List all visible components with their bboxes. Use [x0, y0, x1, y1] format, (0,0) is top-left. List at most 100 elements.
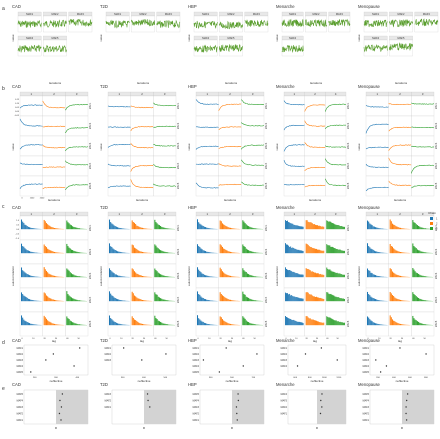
chain-line — [195, 126, 219, 128]
acf-bar — [302, 274, 304, 278]
ytick-b: 0.00 — [15, 111, 20, 113]
acf-bar — [380, 324, 382, 326]
acf-bar — [145, 276, 147, 278]
acf-bar — [74, 299, 76, 302]
xtick-c: 20 — [132, 338, 135, 340]
acf-bar — [33, 276, 35, 278]
acf-bar — [244, 246, 246, 254]
acf-bar — [251, 227, 253, 230]
acf-bar — [245, 320, 247, 326]
acf-bar — [380, 276, 382, 278]
acf-bar — [294, 320, 296, 326]
strip-label-maf: MAF5 — [228, 36, 235, 40]
acf-bar — [27, 250, 29, 254]
acf-bar — [245, 296, 247, 302]
acf-bar — [200, 248, 202, 254]
acf-bar — [112, 296, 114, 302]
acf-bar — [322, 250, 324, 254]
chain-line — [365, 123, 389, 134]
acf-bar — [424, 228, 426, 230]
acf-bar — [233, 252, 235, 254]
chain-line — [411, 145, 435, 148]
chain-panel — [388, 135, 412, 157]
ytick-maf: MAF2 — [105, 353, 112, 356]
acf-bar — [332, 247, 334, 254]
acf-bar — [67, 246, 69, 254]
acf-bar — [78, 324, 80, 326]
acf-bar — [396, 250, 398, 254]
acf-bar — [33, 300, 35, 302]
acf-bar — [285, 267, 286, 278]
trace-line — [219, 44, 243, 53]
acf-bar — [315, 296, 316, 302]
acf-bar — [336, 321, 338, 326]
acf-bar — [139, 251, 141, 254]
group-title-menarche-row3: Menarche — [276, 338, 295, 343]
chain-line — [283, 184, 305, 186]
acf-bar — [403, 252, 405, 254]
acf-bar — [24, 224, 26, 230]
acf-bar — [369, 295, 371, 302]
acf-bar — [233, 228, 235, 230]
acf-bar — [291, 319, 293, 326]
acf-bar — [246, 273, 248, 278]
strip-label-maf: MAF5 — [398, 36, 405, 40]
acf-bar — [295, 273, 297, 278]
acf-bar — [342, 226, 344, 230]
chain-line — [65, 184, 89, 190]
acf-bar — [112, 224, 114, 230]
acf-bar — [295, 297, 297, 302]
acf-bar — [300, 298, 302, 302]
acf-bar — [66, 220, 68, 230]
acf-bar — [68, 319, 70, 326]
acf-bar — [55, 228, 57, 230]
acf-bar — [315, 320, 316, 326]
acf-bar — [253, 252, 255, 254]
acf-bar — [287, 269, 288, 278]
xlabel-r: R — [316, 426, 319, 430]
acf-bar — [210, 324, 212, 326]
acf-bar — [73, 298, 75, 302]
ytick-maf: MAF4 — [17, 365, 24, 368]
acf-bar — [427, 324, 429, 326]
xlabel-r: R — [143, 426, 146, 430]
acf-bar — [334, 320, 336, 326]
chain-panel — [65, 175, 89, 197]
acf-bar — [242, 220, 244, 230]
acf-bar — [312, 296, 314, 302]
acf-bar — [231, 252, 233, 254]
acf-bar — [73, 322, 75, 326]
acf-bar — [112, 320, 114, 326]
ytick-maf: MAF4 — [17, 400, 24, 403]
chain-panel — [411, 135, 435, 157]
acf-bar — [329, 317, 331, 326]
acf-bar — [311, 319, 313, 326]
chain-panel — [411, 95, 435, 117]
acf-bar — [234, 300, 236, 302]
acf-bar — [227, 275, 229, 278]
acf-bar — [166, 324, 168, 326]
strip-label-maf: MAF2 — [228, 12, 235, 16]
acf-bar — [306, 292, 308, 302]
ytick-b: -0.05 — [14, 115, 19, 117]
acf-bar — [157, 320, 159, 326]
acf-bar — [140, 299, 142, 302]
acf-bar — [250, 227, 252, 230]
acf-bar — [233, 324, 235, 326]
acf-bar — [109, 219, 111, 230]
acf-bar — [412, 220, 414, 230]
acf-bar — [156, 294, 158, 302]
xtick-b: 2000 — [40, 198, 45, 200]
acf-bar — [169, 276, 171, 278]
acf-bar — [331, 246, 333, 254]
chain-panel — [107, 135, 131, 157]
acf-bar — [80, 252, 82, 254]
acf-bar — [371, 321, 373, 326]
acf-bar — [132, 269, 134, 278]
acf-bar — [221, 319, 223, 326]
acf-bar — [313, 272, 315, 278]
acf-bar — [375, 299, 377, 302]
acf-bar — [114, 226, 116, 230]
acf-bar — [169, 324, 171, 326]
ytick-maf: MAF4 — [193, 400, 200, 403]
